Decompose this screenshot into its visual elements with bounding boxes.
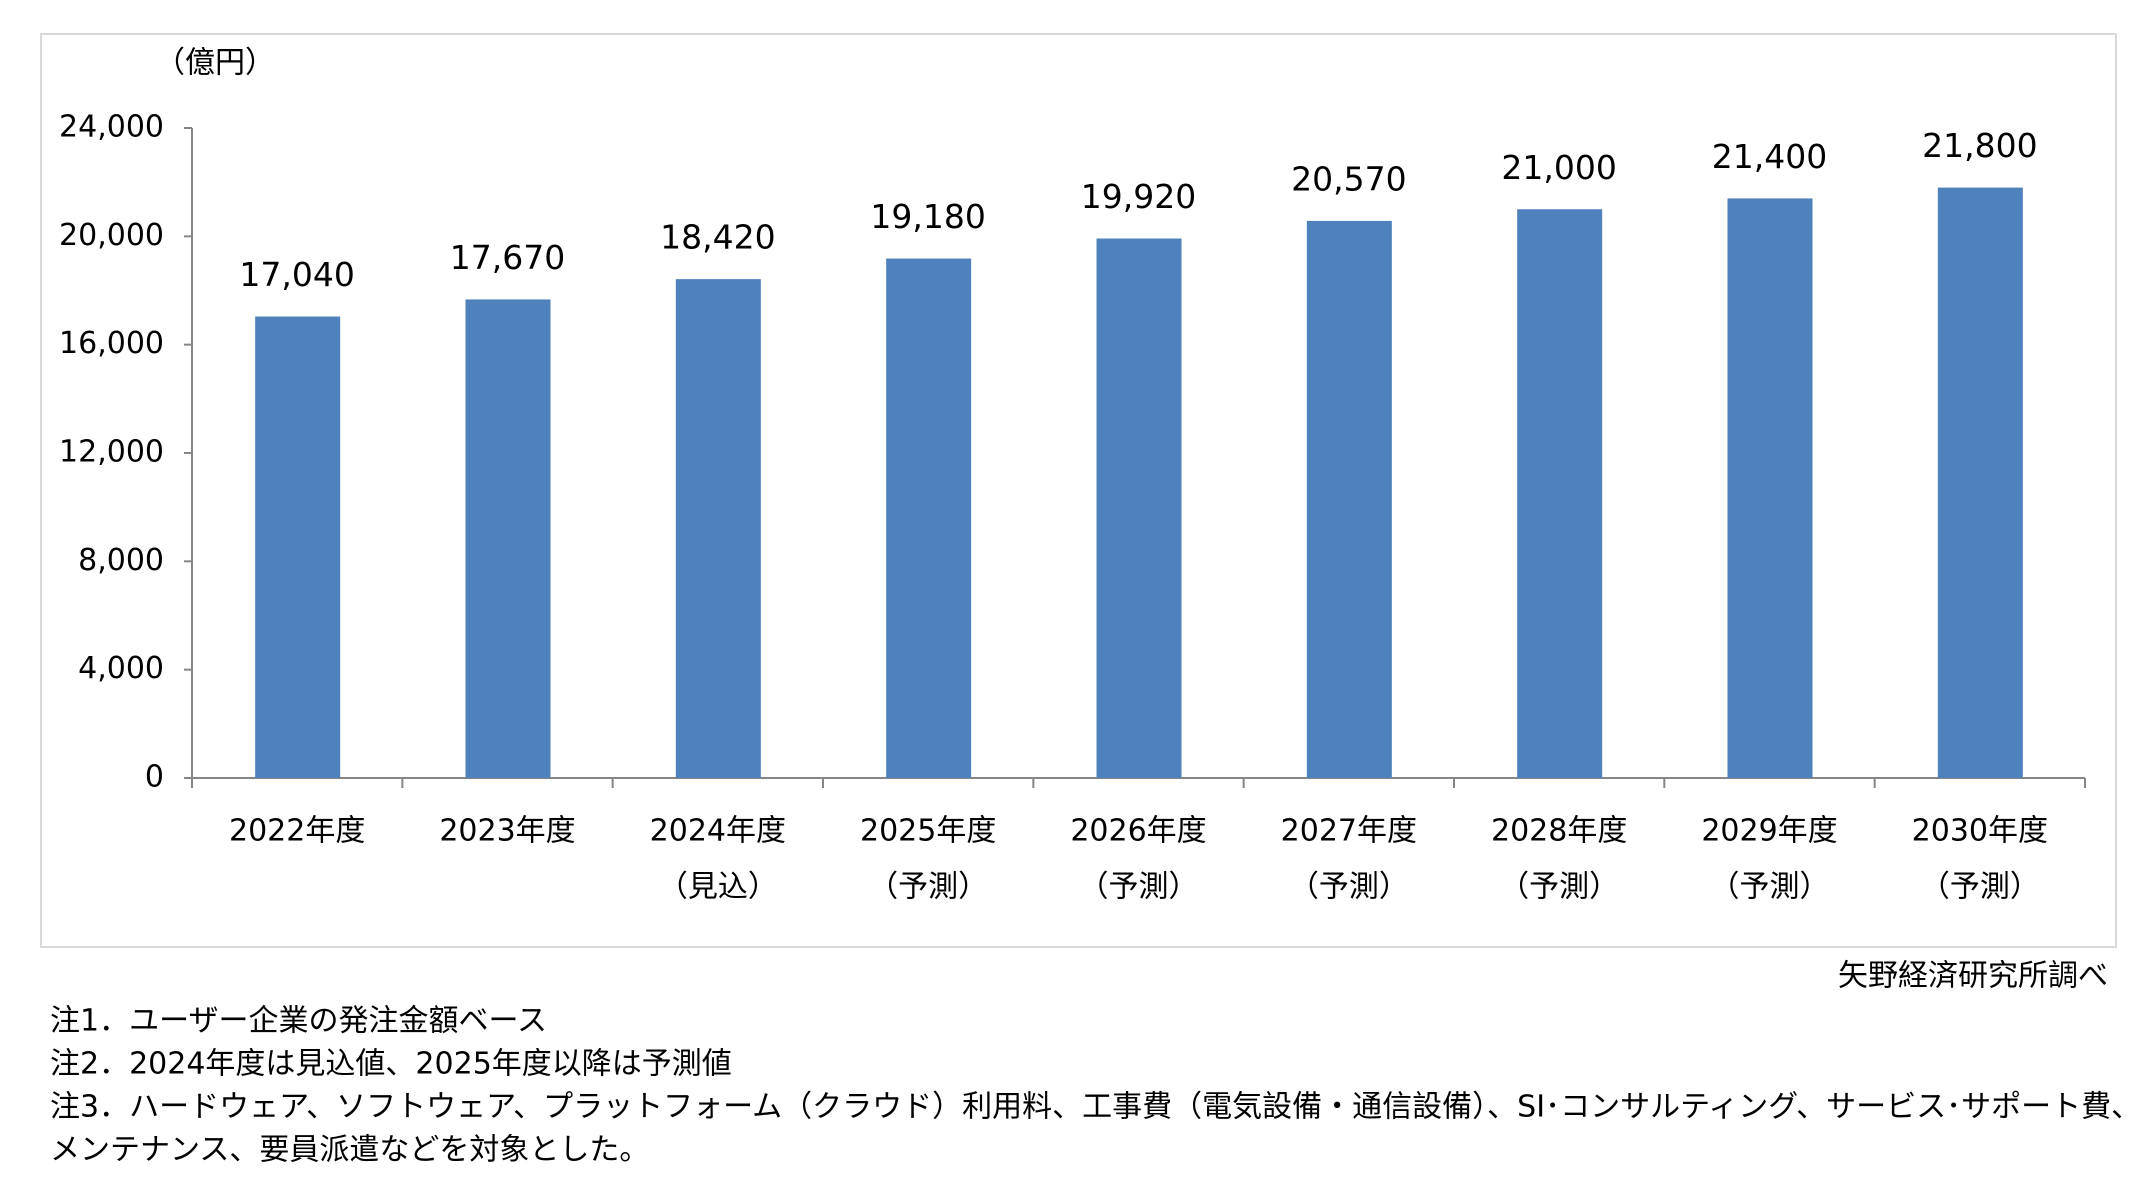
bar: [1727, 198, 1813, 778]
bar: [1937, 187, 2023, 779]
note: 注2．2024年度は見込値、2025年度以降は予測値: [50, 1047, 732, 1082]
x-tick-label: 2026年度: [1070, 814, 1206, 849]
bar: [1517, 209, 1603, 778]
data-label: 17,040: [239, 255, 354, 294]
data-label: 19,920: [1081, 177, 1196, 216]
data-label: 19,180: [870, 197, 985, 236]
y-axis-label: （億円）: [155, 46, 275, 81]
x-tick-label: （予測）: [1079, 870, 1199, 905]
x-tick-label: （見込）: [658, 870, 778, 905]
x-tick-label: 2028年度: [1491, 814, 1627, 849]
y-tick-label: 8,000: [78, 543, 164, 578]
data-label: 21,800: [1922, 126, 2037, 165]
x-tick-label: （予測）: [1710, 870, 1830, 905]
x-tick-label: （予測）: [1920, 870, 2040, 905]
bar: [1306, 220, 1392, 779]
x-tick-label: 2023年度: [439, 814, 575, 849]
y-tick-label: 0: [145, 760, 164, 795]
y-tick-label: 16,000: [59, 326, 164, 361]
data-label: 18,420: [660, 218, 775, 257]
x-tick-label: 2022年度: [229, 814, 365, 849]
bar: [465, 299, 551, 778]
x-tick-label: （予測）: [868, 870, 988, 905]
note: 注3．ハードウェア、ソフトウェア、プラットフォーム（クラウド）利用料、工事費（電…: [50, 1090, 2140, 1125]
y-tick-label: 12,000: [59, 435, 164, 470]
note: 注1．ユーザー企業の発注金額ベース: [50, 1004, 547, 1039]
bar: [1096, 238, 1182, 778]
note: メンテナンス、要員派遣などを対象とした。: [50, 1133, 649, 1168]
bar: [675, 279, 761, 778]
source: 矢野経済研究所調べ: [1838, 959, 2108, 994]
x-tick-label: 2030年度: [1912, 814, 2048, 849]
x-tick-label: 2029年度: [1701, 814, 1837, 849]
data-label: 21,000: [1501, 148, 1616, 187]
bar: [255, 316, 341, 778]
y-tick-label: 24,000: [59, 110, 164, 145]
x-tick-label: （予測）: [1499, 870, 1619, 905]
x-tick-label: 2025年度: [860, 814, 996, 849]
y-tick-label: 20,000: [59, 218, 164, 253]
data-label: 21,400: [1712, 137, 1827, 176]
x-tick-label: 2027年度: [1281, 814, 1417, 849]
data-label: 17,670: [450, 238, 565, 277]
x-tick-label: 2024年度: [650, 814, 786, 849]
bar: [886, 258, 972, 779]
y-tick-label: 4,000: [78, 651, 164, 686]
data-label: 20,570: [1291, 159, 1406, 198]
x-tick-label: （予測）: [1289, 870, 1409, 905]
